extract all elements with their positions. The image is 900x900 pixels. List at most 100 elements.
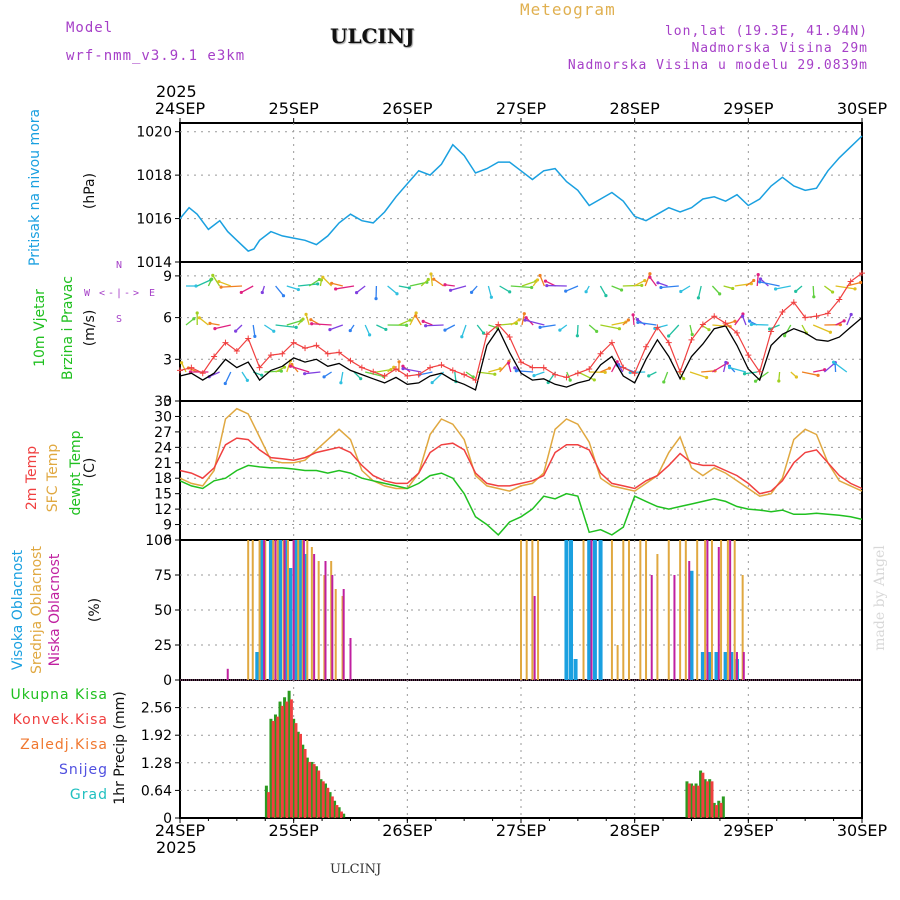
cloud-high-bar bbox=[293, 540, 298, 680]
wind-gust-marker bbox=[756, 368, 763, 375]
wind-gust-marker bbox=[302, 345, 309, 352]
precip-conv-bar bbox=[715, 805, 719, 818]
x-tick-label-top: 29SEP bbox=[723, 99, 774, 118]
wind-gust-marker bbox=[267, 352, 274, 359]
wind-gust-marker bbox=[563, 374, 570, 381]
wind-arrow-head bbox=[397, 360, 401, 364]
precip-conv-bar bbox=[276, 716, 280, 818]
cloud-low-bar bbox=[742, 652, 745, 680]
wind-arrow bbox=[214, 324, 231, 330]
precip-total-bar bbox=[319, 779, 323, 818]
wind-arrow bbox=[784, 324, 792, 337]
wind-arrow bbox=[744, 371, 758, 375]
wind-gust-marker bbox=[461, 371, 468, 378]
wind-arrow bbox=[196, 279, 212, 287]
precip-total-bar bbox=[264, 785, 268, 818]
wind-arrow bbox=[701, 370, 716, 373]
wind-arrow-head bbox=[575, 334, 579, 338]
wind-gust-marker bbox=[449, 367, 456, 374]
model-name: wrf-nmm_v3.9.1 e3km bbox=[66, 48, 246, 64]
y-tick-label: 100 bbox=[145, 533, 172, 549]
wind-arrow-head bbox=[414, 311, 418, 315]
wind-arrow bbox=[775, 285, 791, 290]
wind-arrow bbox=[600, 367, 610, 373]
wind-arrow bbox=[461, 324, 467, 337]
wind-arrow-head bbox=[619, 288, 624, 292]
wind-arrow-head bbox=[648, 275, 652, 279]
x-tick-label-top: 25SEP bbox=[269, 99, 320, 118]
cloud-mid-bar bbox=[704, 540, 707, 680]
cloud-mid-bar bbox=[667, 540, 670, 680]
wind-arrow-head bbox=[849, 312, 853, 317]
precip-total-bar bbox=[690, 783, 693, 818]
cloud-high-bar bbox=[689, 570, 694, 680]
wind-arrow-head bbox=[626, 318, 630, 322]
x-tick-label-top: 27SEP bbox=[496, 99, 547, 118]
cloud-low-bar bbox=[533, 596, 536, 680]
wind-gust-marker bbox=[745, 352, 752, 359]
cloud-mid-bar bbox=[610, 540, 613, 680]
wind-arrow bbox=[308, 278, 320, 287]
wind-arrow-head bbox=[532, 374, 536, 378]
wind-gust-marker bbox=[245, 335, 252, 342]
wind-arrow-head bbox=[773, 287, 778, 291]
cloud-mid-bar bbox=[582, 540, 585, 680]
wind-arrow-head bbox=[758, 280, 762, 284]
wind-arrow-head bbox=[316, 282, 320, 286]
y-tick-label: 15 bbox=[154, 487, 172, 503]
cloud-high-bar bbox=[729, 652, 734, 680]
wind-arrow bbox=[524, 319, 545, 326]
lonlat-label: lon,lat (19.3E, 41.94N) bbox=[664, 24, 868, 39]
wind-arrow-head bbox=[756, 273, 760, 277]
wind-arrow bbox=[356, 285, 366, 294]
wind-gust-marker bbox=[233, 347, 240, 354]
wind-arrow-head bbox=[197, 316, 201, 320]
wind-arrow-head bbox=[724, 360, 728, 365]
wind-arrow bbox=[510, 319, 520, 326]
y-tick-label: 6 bbox=[163, 311, 172, 327]
wind-arrow-head bbox=[659, 285, 663, 290]
wind-arrow bbox=[398, 319, 411, 326]
wind-arrow-head bbox=[696, 296, 701, 300]
cloud-low-bar bbox=[688, 561, 691, 680]
wind-arrow-head bbox=[309, 318, 313, 322]
wind-arrow bbox=[539, 275, 546, 287]
wind-arrow-head bbox=[558, 328, 562, 332]
wind-arrow bbox=[689, 324, 693, 335]
wind-arrow bbox=[454, 371, 457, 382]
wind-gust-marker bbox=[381, 372, 388, 379]
wind-arrow-head bbox=[517, 318, 521, 322]
wind-arrow bbox=[398, 285, 410, 289]
wind-arrow-head bbox=[794, 289, 798, 294]
wind-arrow-head bbox=[426, 277, 430, 282]
cloud-mid-bar bbox=[286, 540, 289, 680]
wind-gust-marker bbox=[290, 339, 297, 346]
wind-arrow-head bbox=[640, 283, 644, 288]
cloud-high-bar bbox=[288, 568, 293, 680]
wind-arrow-head bbox=[707, 328, 711, 332]
wind-arrow bbox=[835, 285, 856, 290]
wind-gust-marker bbox=[540, 364, 547, 371]
wind-gust-marker bbox=[768, 328, 775, 335]
wind-arrow bbox=[430, 273, 434, 287]
precip-conv-bar bbox=[687, 783, 691, 818]
wind-gust-marker bbox=[438, 361, 445, 368]
cloud-high-bar bbox=[587, 540, 592, 680]
wind-arrow bbox=[402, 368, 422, 373]
cloud-low-bar bbox=[735, 652, 738, 680]
precip-conv-bar bbox=[710, 781, 714, 818]
cloud-low-bar bbox=[729, 540, 732, 680]
precip-total-bar bbox=[283, 697, 287, 818]
wind-arrow bbox=[689, 371, 707, 379]
wind-gust-marker bbox=[324, 350, 331, 357]
wind-arrow-head bbox=[631, 313, 635, 317]
compass-e: E bbox=[149, 288, 156, 299]
wind-arrow-head bbox=[783, 334, 787, 338]
cloud-high-bar bbox=[573, 659, 578, 680]
wind-arrow-head bbox=[424, 324, 428, 328]
wind-arrow bbox=[697, 285, 702, 299]
wind-gust-marker bbox=[665, 339, 672, 346]
wind-arrow bbox=[487, 285, 493, 298]
wind-arrow bbox=[533, 371, 545, 377]
wind-gust-marker bbox=[813, 313, 820, 320]
